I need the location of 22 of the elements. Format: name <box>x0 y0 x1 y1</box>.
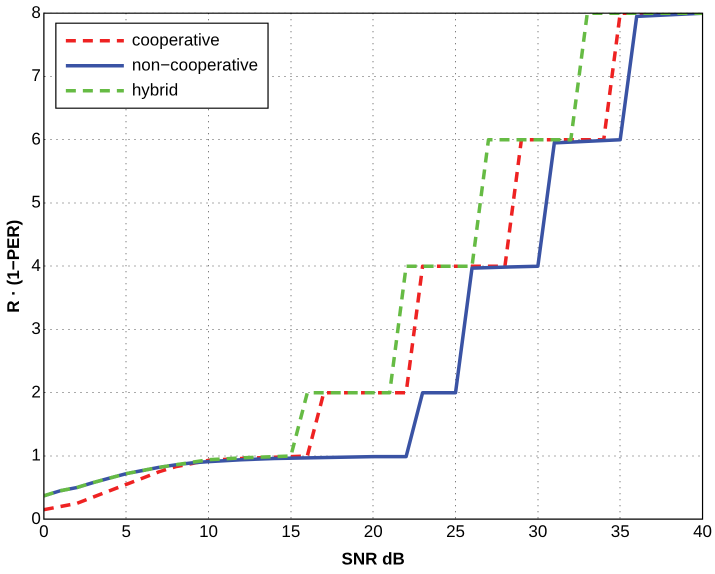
x-axis-title: SNR dB <box>342 549 405 568</box>
y-tick-label: 5 <box>31 192 41 212</box>
y-axis-title: R · (1−PER) <box>4 220 23 313</box>
x-tick-label: 40 <box>693 522 712 542</box>
x-tick-label: 10 <box>199 522 218 542</box>
y-tick-label: 8 <box>31 2 41 22</box>
x-tick-label: 35 <box>610 522 630 542</box>
x-tick-label: 15 <box>281 522 300 542</box>
x-tick-label: 25 <box>446 522 465 542</box>
x-tick-label: 30 <box>528 522 548 542</box>
legend-label: cooperative <box>132 30 220 50</box>
y-tick-label: 7 <box>31 66 41 86</box>
y-tick-label: 1 <box>31 446 41 465</box>
legend-label: non−cooperative <box>132 55 258 74</box>
y-tick-label: 2 <box>31 382 41 402</box>
x-tick-label: 5 <box>121 522 131 542</box>
y-tick-label: 4 <box>31 256 41 275</box>
legend-label: hybrid <box>132 80 178 100</box>
y-tick-label: 6 <box>31 129 41 148</box>
y-tick-label: 3 <box>31 319 41 338</box>
y-tick-label: 0 <box>31 508 41 528</box>
x-tick-label: 20 <box>364 522 383 542</box>
